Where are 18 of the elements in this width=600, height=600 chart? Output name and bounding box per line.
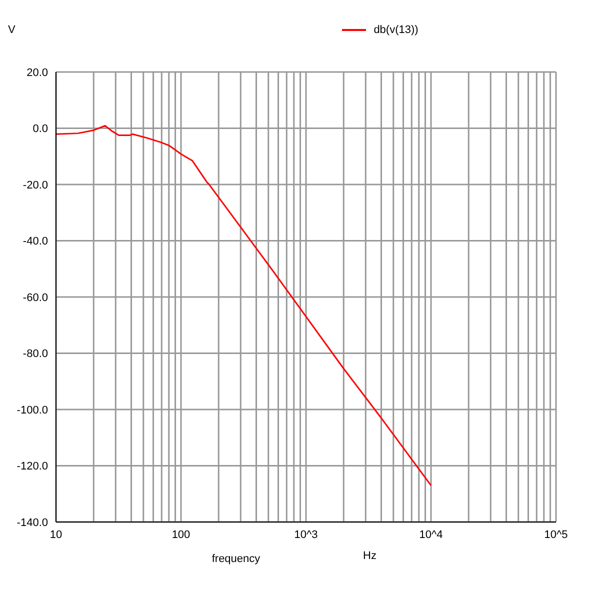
y-axis-title: V [8, 24, 16, 36]
y-tick-label: -100.0 [16, 404, 48, 416]
x-tick-label: 10^3 [294, 528, 318, 541]
y-tick-label: -40.0 [22, 236, 48, 248]
y-tick-label: -80.0 [22, 348, 48, 360]
x-tick-label: 100 [172, 528, 190, 541]
text: Hz [363, 550, 376, 562]
y-tick-label: -60.0 [22, 292, 48, 304]
y-tick-label: 20.0 [26, 66, 48, 79]
y-tick-label: -20.0 [22, 179, 48, 192]
x-tick-label: 10^4 [419, 528, 443, 541]
x-tick-label: 10^5 [544, 528, 568, 541]
x-axis-title: frequency [212, 553, 261, 565]
y-tick-label: 0.0 [32, 123, 48, 136]
legend-label: db(v(13)) [374, 24, 418, 36]
y-tick-label: -120.0 [16, 460, 48, 473]
x-tick-label: 10 [50, 528, 62, 541]
y-tick-label: -140.0 [16, 516, 48, 529]
